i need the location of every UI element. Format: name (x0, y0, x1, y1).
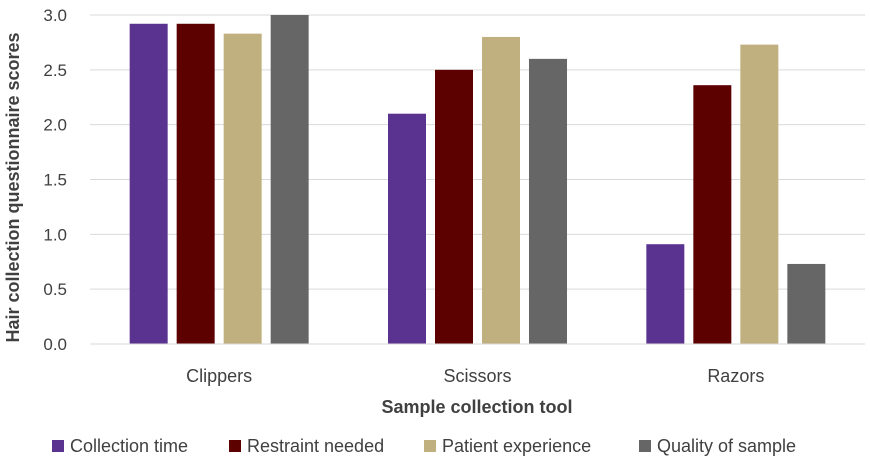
x-category-label: Clippers (186, 366, 252, 386)
y-tick-label: 1.5 (43, 171, 67, 190)
bar (787, 263, 826, 344)
legend-label: Collection time (70, 436, 188, 456)
x-category-label: Scissors (443, 366, 511, 386)
y-tick-label: 3.0 (43, 6, 67, 25)
y-axis-title: Hair collection questionnaire scores (3, 32, 23, 342)
legend-item: Collection time (52, 436, 188, 456)
bars (129, 15, 826, 345)
x-axis-title: Sample collection tool (381, 397, 572, 417)
bar (223, 33, 262, 344)
x-category-label: Razors (707, 366, 764, 386)
bar (176, 23, 215, 344)
y-tick-label: 0.0 (43, 335, 67, 354)
legend-swatch (424, 440, 436, 452)
legend-item: Restraint needed (229, 436, 384, 456)
legend-swatch (229, 440, 241, 452)
y-tick-label: 1.0 (43, 225, 67, 244)
gridlines (90, 14, 865, 290)
y-tick-label: 2.0 (43, 116, 67, 135)
bar (693, 85, 732, 344)
bar (646, 244, 685, 344)
bar (388, 113, 426, 344)
bar (529, 58, 567, 344)
bar (435, 69, 473, 344)
category-labels: Clippers Scissors Razors (186, 366, 764, 386)
legend-label: Quality of sample (657, 436, 796, 456)
bar (129, 23, 168, 344)
legend-item: Quality of sample (639, 436, 796, 456)
legend-label: Restraint needed (247, 436, 384, 456)
legend-swatch (52, 440, 64, 452)
legend-item: Patient experience (424, 436, 591, 456)
legend-label: Patient experience (442, 436, 591, 456)
bar (740, 44, 779, 345)
y-tick-label: 2.5 (43, 61, 67, 80)
bar (482, 36, 520, 344)
y-tick-label: 0.5 (43, 280, 67, 299)
bar (270, 15, 309, 344)
legend: Collection time Restraint needed Patient e… (52, 436, 796, 456)
y-axis-ticks: 0.0 0.5 1.0 1.5 2.0 2.5 3.0 (43, 6, 67, 354)
legend-swatch (639, 440, 651, 452)
